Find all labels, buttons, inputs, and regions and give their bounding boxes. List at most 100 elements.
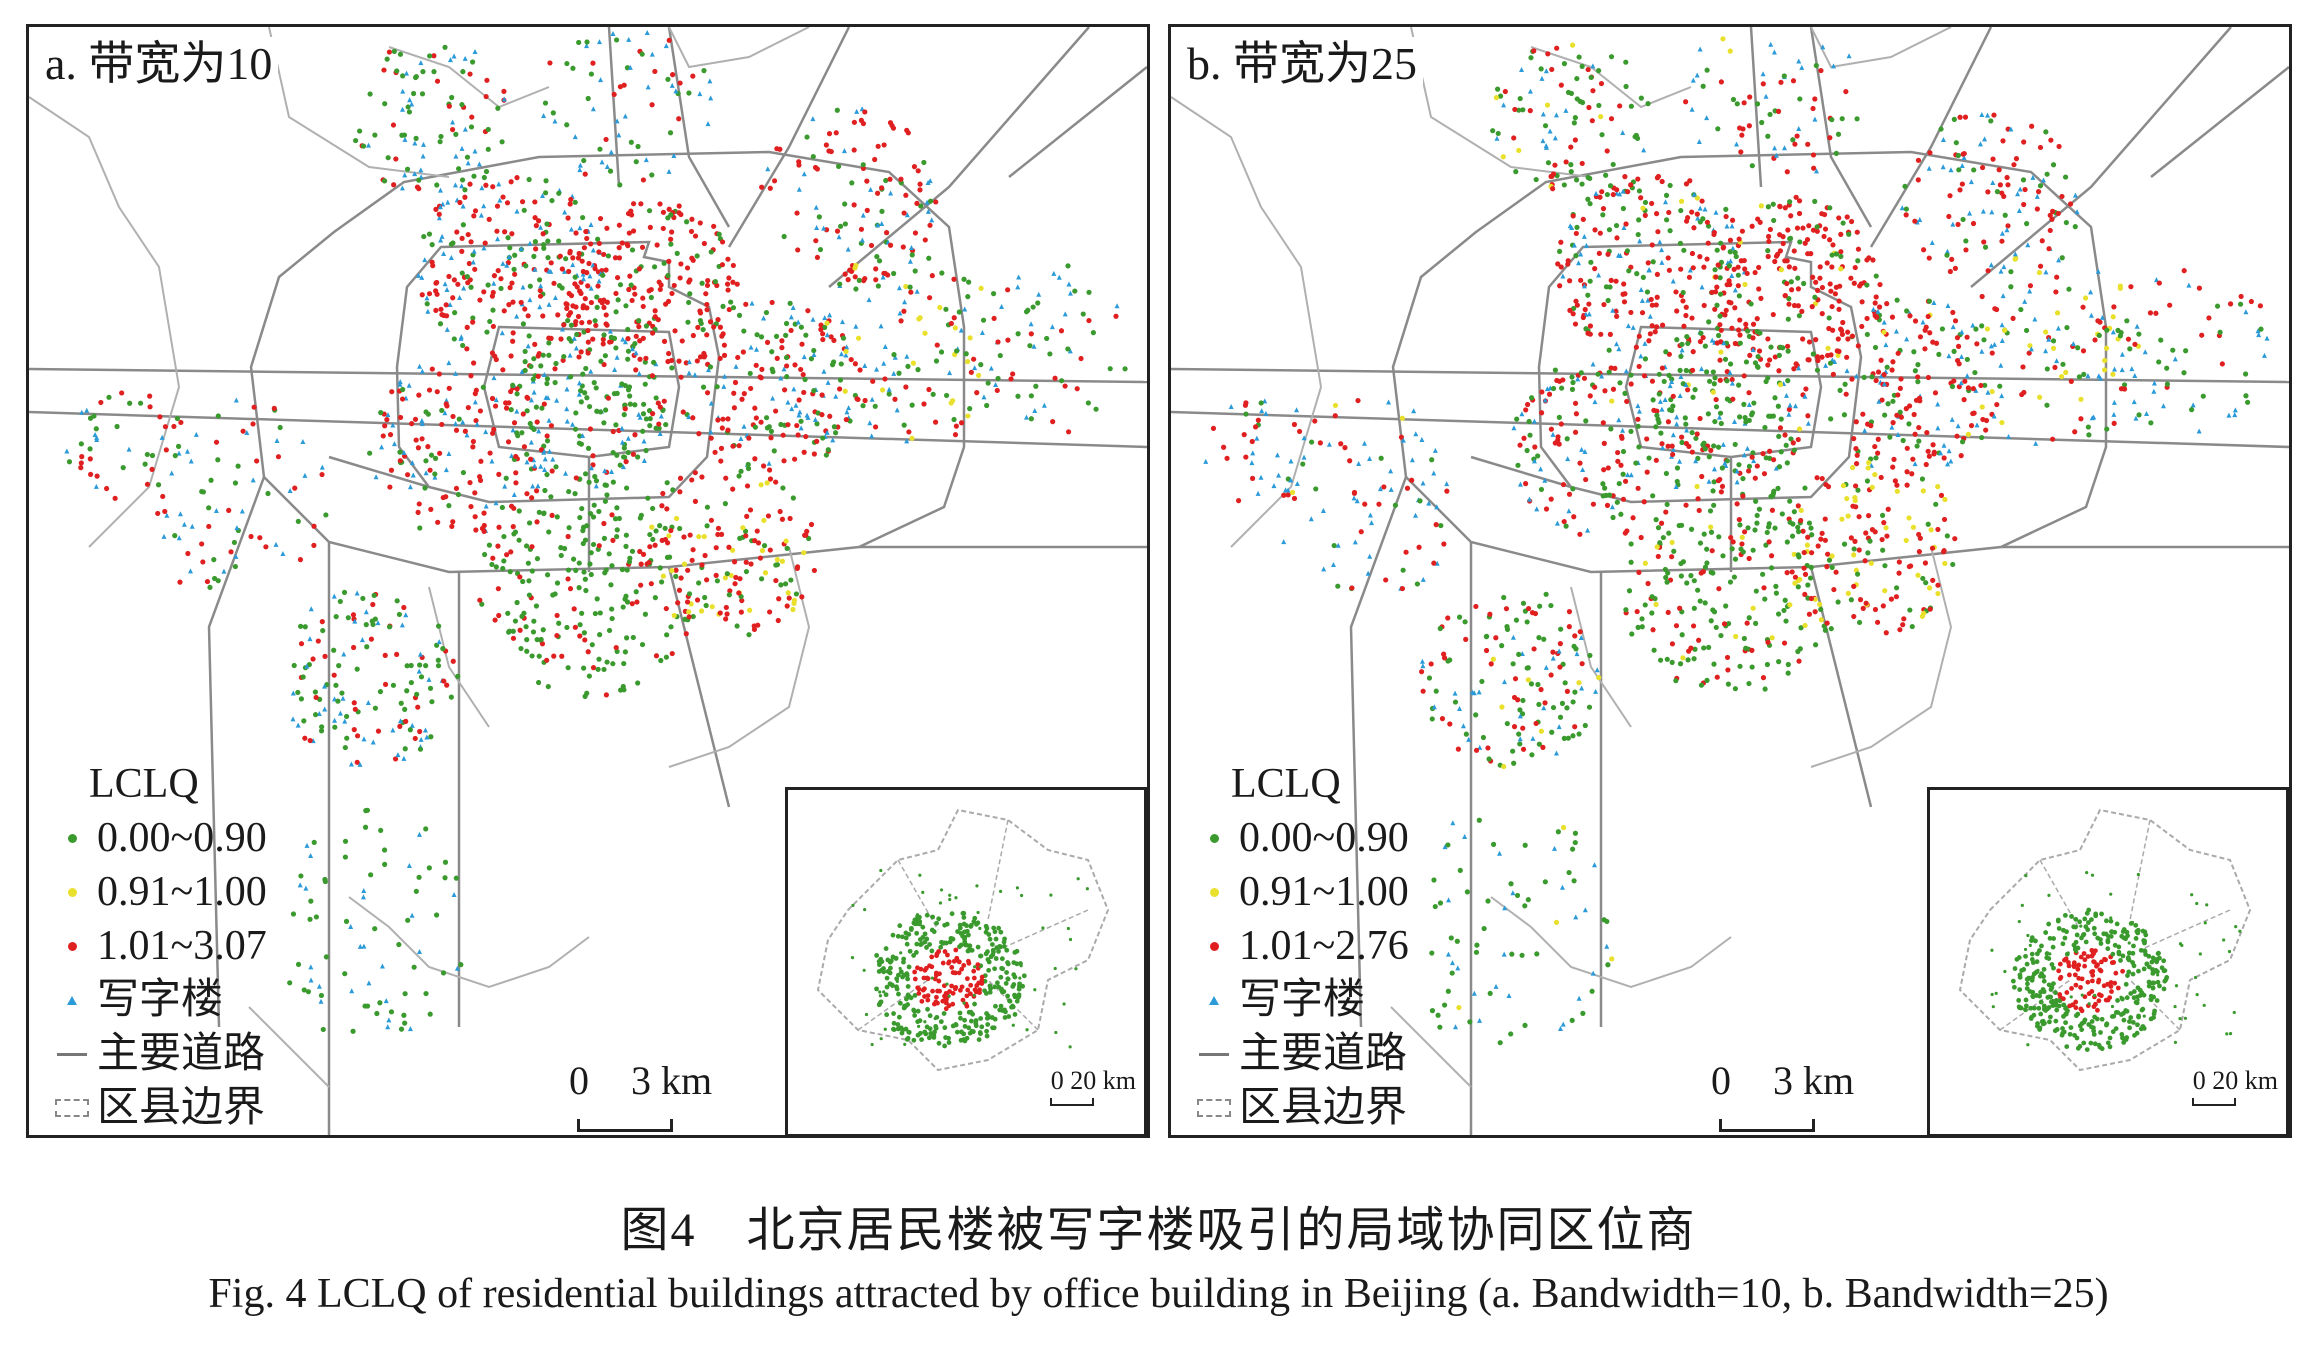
office-point	[590, 262, 596, 268]
residential-point	[1822, 226, 1829, 232]
residential-point	[1959, 181, 1965, 187]
inset-point	[934, 951, 940, 957]
residential-point	[1971, 167, 1977, 173]
residential-point	[1732, 686, 1738, 692]
office-point	[616, 132, 622, 138]
residential-point	[1869, 527, 1876, 533]
residential-point	[2096, 332, 2102, 339]
residential-point	[673, 515, 680, 522]
residential-point	[666, 258, 672, 264]
residential-point	[741, 391, 747, 397]
inset-district-line	[857, 979, 929, 1031]
office-point	[1560, 1021, 1566, 1027]
office-point	[2056, 257, 2062, 263]
office-point	[1999, 337, 2005, 343]
residential-point	[1706, 454, 1712, 460]
office-point	[1565, 456, 1571, 462]
office-point	[495, 236, 501, 242]
residential-point	[500, 565, 506, 572]
residential-point	[1914, 443, 1920, 449]
residential-point	[450, 519, 456, 525]
office-point	[1592, 862, 1598, 868]
residential-point	[1754, 520, 1760, 526]
map-canvas-a	[29, 27, 1147, 1135]
residential-point	[505, 439, 512, 445]
residential-point	[743, 301, 749, 307]
residential-point	[1663, 509, 1669, 515]
residential-point	[713, 545, 719, 551]
inset-point	[992, 1016, 998, 1022]
red-dot-icon	[67, 941, 77, 951]
residential-point	[708, 249, 714, 255]
residential-point	[1923, 580, 1929, 586]
residential-point	[751, 626, 758, 632]
residential-point	[576, 39, 582, 46]
residential-point	[576, 354, 582, 360]
residential-point	[660, 225, 666, 232]
residential-point	[446, 103, 452, 109]
office-point	[419, 274, 425, 280]
office-point	[1573, 914, 1579, 920]
residential-point	[764, 480, 770, 486]
residential-point	[343, 918, 350, 924]
residential-point	[1522, 1022, 1528, 1028]
residential-point	[1763, 455, 1769, 461]
inset-point	[917, 921, 922, 927]
inset-point	[954, 1029, 960, 1035]
residential-point	[1808, 564, 1814, 571]
residential-point	[1758, 203, 1764, 209]
residential-point	[1644, 469, 1650, 475]
residential-point	[1955, 152, 1961, 159]
residential-point	[1827, 205, 1833, 211]
residential-point	[419, 436, 425, 442]
residential-point	[967, 406, 973, 412]
residential-point	[1800, 336, 1806, 342]
residential-point	[629, 247, 636, 253]
residential-point	[1739, 228, 1746, 234]
residential-point	[372, 926, 378, 932]
office-point	[1386, 399, 1392, 405]
residential-point	[1873, 377, 1879, 384]
office-point	[1727, 370, 1733, 376]
office-point	[528, 439, 534, 445]
residential-point	[576, 560, 582, 566]
office-point	[1734, 479, 1740, 485]
residential-point	[2044, 366, 2050, 372]
residential-point	[1802, 622, 1808, 629]
residential-point	[2020, 364, 2026, 370]
residential-point	[619, 381, 625, 387]
residential-point	[1649, 378, 1656, 384]
inset-point	[850, 956, 855, 960]
residential-point	[1824, 620, 1830, 626]
residential-point	[427, 685, 434, 691]
residential-point	[163, 447, 169, 453]
residential-point	[1481, 925, 1487, 932]
residential-point	[723, 616, 729, 622]
office-point	[460, 419, 466, 425]
residential-point	[1635, 176, 1641, 182]
office-point	[686, 414, 692, 420]
residential-point	[1515, 462, 1521, 468]
office-point	[2261, 352, 2267, 358]
inset-point	[879, 868, 883, 873]
residential-point	[319, 471, 325, 478]
residential-point	[524, 451, 530, 457]
inset-point	[1004, 970, 1009, 975]
inset-point	[941, 940, 947, 946]
office-point	[2055, 325, 2061, 331]
inset-point	[929, 948, 935, 954]
office-point	[581, 276, 587, 282]
residential-point	[544, 572, 551, 578]
office-point	[833, 393, 839, 399]
residential-point	[257, 535, 263, 541]
residential-point	[1857, 597, 1864, 603]
office-point	[1946, 448, 1952, 454]
residential-point	[364, 644, 370, 650]
inset-point	[876, 1002, 882, 1008]
residential-point	[393, 156, 399, 162]
residential-point	[87, 456, 93, 462]
residential-point	[1628, 372, 1634, 378]
residential-point	[704, 577, 710, 583]
residential-point	[1794, 225, 1801, 231]
residential-point	[460, 469, 467, 476]
